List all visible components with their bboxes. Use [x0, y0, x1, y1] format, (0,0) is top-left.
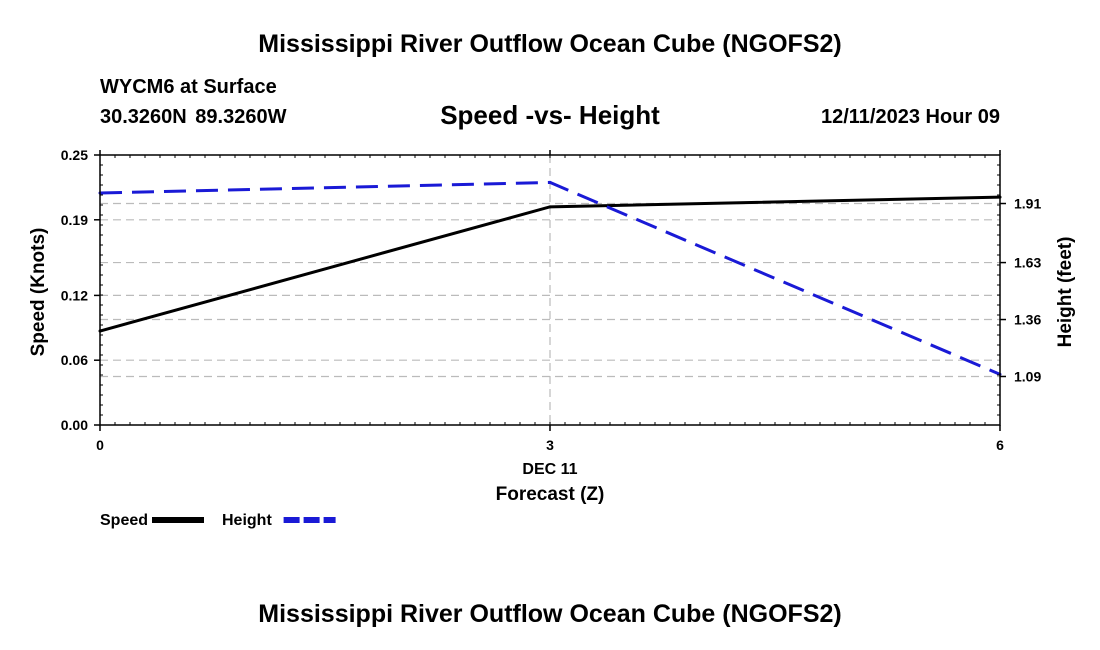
station-coordinates: 30.3260N 89.3260W [100, 106, 287, 128]
x-date-label: DEC 11 [522, 461, 577, 478]
station-label: WYCM6 at Surface [100, 76, 277, 98]
legend-label-height: Height [222, 512, 272, 529]
axes-layer [94, 150, 1006, 431]
chart-subtitle: Speed -vs- Height [440, 100, 660, 130]
plot-frame [99, 154, 1001, 426]
x-tick-label: 0 [96, 437, 104, 453]
y-tick-label-right: 1.09 [1014, 368, 1041, 384]
y-tick-label-left: 0.25 [61, 147, 88, 163]
legend-label-speed: Speed [100, 512, 148, 529]
x-axis-title: Forecast (Z) [496, 484, 605, 505]
y-axis-title-left: Speed (Knots) [28, 228, 49, 357]
legend: Speed Height [100, 512, 336, 529]
chart-title: Mississippi River Outflow Ocean Cube (NG… [258, 30, 842, 58]
labels-layer: 0.00 0.06 0.12 0.19 0.25 1.09 1.36 1.63 1.91 0 3 6 D… [28, 147, 1076, 505]
x-tick-label: 6 [996, 437, 1004, 453]
repeat-chart-title: Mississippi River Outflow Ocean Cube (NG… [258, 600, 842, 628]
x-tick-label: 3 [546, 437, 554, 453]
grid-layer [100, 155, 1000, 425]
y-tick-label-left: 0.19 [61, 212, 88, 228]
y-tick-label-right: 1.36 [1014, 312, 1041, 328]
y-axis-title-right: Height (feet) [1055, 237, 1076, 348]
forecast-datetime: 12/11/2023 Hour 09 [820, 106, 1000, 128]
data-point-height [548, 180, 552, 184]
y-tick-label-right: 1.91 [1014, 196, 1041, 212]
y-tick-label-left: 0.00 [61, 417, 88, 433]
y-tick-label-left: 0.12 [61, 287, 88, 303]
data-point-speed [548, 205, 552, 209]
y-tick-label-right: 1.63 [1014, 255, 1041, 271]
y-tick-label-left: 0.06 [61, 352, 88, 368]
